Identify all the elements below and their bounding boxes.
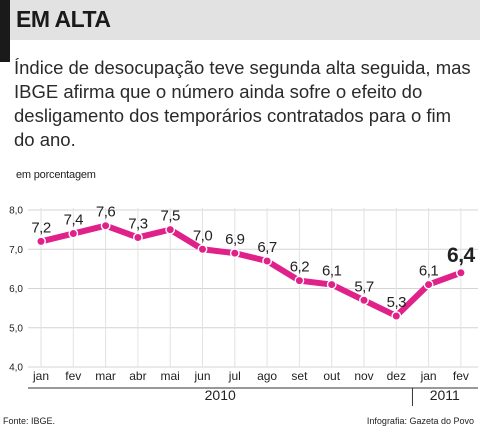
data-label: 6,1: [419, 263, 439, 280]
accent-bar: [0, 0, 10, 62]
page-title: EM ALTA: [16, 6, 111, 32]
data-point: [165, 224, 176, 235]
data-point: [197, 244, 208, 255]
x-tick-label: jul: [228, 369, 241, 383]
data-point: [359, 295, 369, 306]
data-label: 7,4: [64, 212, 84, 229]
x-tick-label: mar: [95, 369, 116, 383]
x-tick-label: abr: [129, 369, 146, 383]
data-point: [294, 275, 305, 286]
x-tick-label: mai: [161, 369, 180, 383]
data-label: 6,2: [290, 259, 310, 276]
data-point: [100, 220, 111, 231]
data-label: 6,7: [257, 239, 277, 256]
x-tick-label: fev: [453, 369, 469, 383]
y-tick-label: 6,0: [9, 284, 23, 295]
subtitle: Índice de desocupação teve segunda alta …: [14, 57, 471, 150]
data-label: 7,3: [128, 215, 148, 232]
data-point: [68, 228, 79, 239]
x-tick-label: jun: [193, 369, 210, 383]
year-label: 2010: [205, 387, 236, 403]
data-label: 7,5: [161, 208, 181, 225]
y-tick-label: 7,0: [9, 245, 23, 256]
data-label: 5,3: [387, 294, 407, 311]
data-point: [36, 236, 46, 247]
x-tick-label: dez: [387, 369, 406, 383]
credit-note: Infografia: Gazeta do Povo: [366, 416, 474, 426]
data-label: 6,9: [225, 231, 245, 248]
y-tick-label: 5,0: [9, 323, 23, 334]
x-tick-label: set: [291, 369, 308, 383]
source-note: Fonte: IBGE.: [3, 416, 56, 426]
data-point: [423, 279, 434, 290]
data-point: [391, 311, 402, 321]
data-point: [326, 279, 337, 290]
x-tick-label: out: [323, 369, 340, 383]
data-label: 7,2: [31, 219, 51, 236]
year-label: 2011: [430, 387, 460, 403]
data-label: 7,0: [193, 227, 213, 244]
x-tick-label: ago: [257, 369, 277, 383]
data-label: 6,4: [447, 244, 476, 267]
x-tick-label: jan: [420, 369, 437, 383]
data-label: 5,7: [354, 278, 374, 295]
data-point: [229, 248, 240, 259]
y-tick-label: 4,0: [9, 363, 23, 374]
y-axis-unit: em porcentagem: [16, 169, 96, 181]
data-point: [455, 267, 466, 278]
x-tick-label: fev: [65, 369, 81, 383]
data-label: 7,6: [96, 204, 116, 221]
x-tick-label: nov: [354, 369, 373, 383]
series-line: [38, 222, 464, 319]
data-label: 6,1: [322, 263, 342, 280]
data-point: [262, 256, 272, 266]
x-tick-label: jan: [32, 369, 49, 383]
y-tick-label: 8,0: [9, 206, 23, 217]
header-band: [0, 0, 480, 40]
data-point: [132, 232, 143, 243]
